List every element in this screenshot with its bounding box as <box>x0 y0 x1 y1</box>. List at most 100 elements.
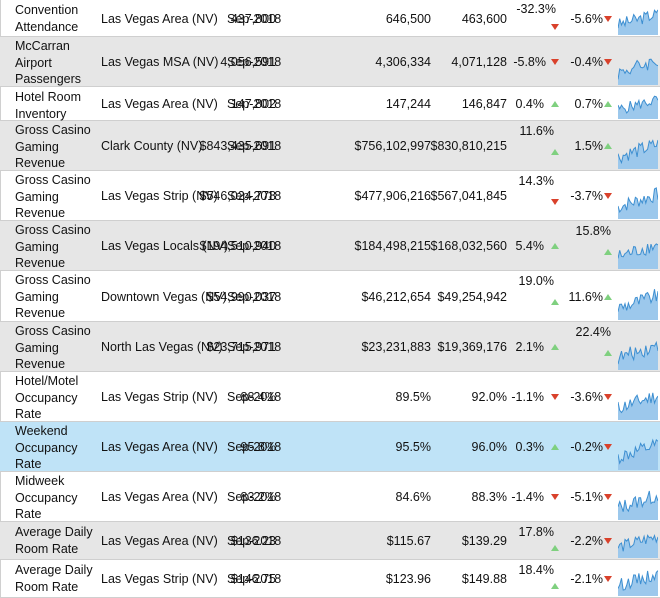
value-2: $123.96 <box>385 572 431 586</box>
table-row[interactable]: Gross Casino Gaming Revenue Las Vegas Str… <box>0 171 660 221</box>
region-name: Las Vegas Area (NV) <box>101 534 218 548</box>
table-row[interactable]: Gross Casino Gaming Revenue Las Vegas Loc… <box>0 221 660 271</box>
change-2: 22.4% <box>575 325 611 339</box>
change-2: -0.2% <box>570 440 603 454</box>
change-1: 0.3% <box>515 440 545 454</box>
value-3: 4,071,128 <box>451 55 507 69</box>
region-name: Las Vegas Locals (NV) <box>101 239 229 253</box>
sparkline-line <box>618 392 658 414</box>
metric-name: Convention Attendance <box>15 3 79 34</box>
metric-name: Gross Casino Gaming Revenue <box>15 173 91 220</box>
value-1: 4,056,591 <box>220 55 276 69</box>
down-arrow-icon <box>604 494 612 500</box>
value-3: $19,369,176 <box>437 340 507 354</box>
period: Sep-2018 <box>227 139 282 153</box>
change-1: -1.1% <box>511 390 544 404</box>
row-selection-bar <box>0 322 8 371</box>
down-arrow-icon <box>604 193 612 199</box>
up-arrow-icon <box>551 344 559 350</box>
down-arrow-icon <box>604 16 612 22</box>
change-1: 11.6% <box>519 124 554 138</box>
down-arrow-icon <box>604 538 612 544</box>
value-2: $184,498,215 <box>354 239 431 253</box>
value-3: 146,847 <box>461 97 507 111</box>
change-2: 0.7% <box>574 97 604 111</box>
change-2: 11.6% <box>568 290 603 304</box>
metric-name: Midweek Occupancy Rate <box>15 474 78 521</box>
period: Sep-2018 <box>227 239 282 253</box>
change-1: 0.4% <box>515 97 545 111</box>
table-row[interactable]: Average Daily Room Rate Las Vegas Area (N… <box>0 522 660 560</box>
sparkline <box>618 438 658 470</box>
up-arrow-icon <box>551 583 559 589</box>
value-1: $146.75 <box>230 572 276 586</box>
row-selection-bar <box>0 221 8 270</box>
sparkline <box>618 490 658 520</box>
sparkline-area <box>618 535 658 558</box>
row-selection-bar <box>0 0 8 36</box>
change-2: -3.7% <box>570 189 603 203</box>
down-arrow-icon <box>551 59 559 65</box>
table-row[interactable]: Gross Casino Gaming Revenue Downtown Vega… <box>0 271 660 322</box>
value-2: 4,306,334 <box>375 55 431 69</box>
change-1: 18.4% <box>518 563 554 577</box>
value-2: $46,212,654 <box>361 290 431 304</box>
sparkline-line <box>618 438 658 465</box>
period: Sep-2018 <box>227 490 282 504</box>
table-row[interactable]: McCarran Airport Passengers Las Vegas MSA… <box>0 37 660 87</box>
metric-name: Hotel/Motel Occupancy Rate <box>15 374 79 421</box>
down-arrow-icon <box>551 24 559 30</box>
table-row[interactable]: Hotel/Motel Occupancy Rate Las Vegas Stri… <box>0 372 660 422</box>
sparkline-line <box>618 570 658 591</box>
sparkline <box>618 139 658 169</box>
row-selection-bar <box>0 271 8 321</box>
period: Sep-2018 <box>227 189 282 203</box>
table-row[interactable]: Average Daily Room Rate Las Vegas Strip (… <box>0 560 660 598</box>
value-1: 147,802 <box>230 97 276 111</box>
change-1: 5.4% <box>515 239 545 253</box>
table-row[interactable]: Gross Casino Gaming Revenue North Las Veg… <box>0 322 660 372</box>
row-selection-bar <box>0 372 8 421</box>
metric-name: Gross Casino Gaming Revenue <box>15 223 91 270</box>
region-name: Las Vegas Area (NV) <box>101 440 218 454</box>
sparkline-line <box>618 95 658 114</box>
sparkline-area <box>618 392 658 420</box>
change-1: 19.0% <box>518 274 554 288</box>
table-row[interactable]: Gross Casino Gaming Revenue Clark County … <box>0 121 660 171</box>
row-selection-bar <box>0 37 8 86</box>
metric-name: Average Daily Room Rate <box>15 563 93 594</box>
period: Sep-2018 <box>227 97 282 111</box>
table-row[interactable]: Weekend Occupancy Rate Las Vegas Area (NV… <box>0 422 660 472</box>
row-selection-bar <box>0 560 8 597</box>
table-row[interactable]: Hotel Room Inventory Las Vegas Area (NV) S… <box>0 87 660 121</box>
change-2: -3.6% <box>570 390 603 404</box>
period: Sep-2018 <box>227 572 282 586</box>
table-row[interactable]: Convention Attendance Las Vegas Area (NV)… <box>0 0 660 37</box>
value-2: $477,906,216 <box>354 189 431 203</box>
sparkline <box>618 392 658 420</box>
table-row[interactable]: Midweek Occupancy Rate Las Vegas Area (NV… <box>0 472 660 522</box>
down-arrow-icon <box>604 576 612 582</box>
region-name: Clark County (NV) <box>101 139 203 153</box>
row-selection-bar <box>0 171 8 220</box>
value-2: $115.67 <box>386 534 431 548</box>
value-1: 95.8% <box>240 440 276 454</box>
sparkline <box>618 289 658 320</box>
sparkline-area <box>618 96 658 119</box>
region-name: Las Vegas MSA (NV) <box>101 55 219 69</box>
value-2: 84.6% <box>395 490 431 504</box>
change-2: 15.8% <box>575 224 611 238</box>
value-3: $149.88 <box>461 572 507 586</box>
up-arrow-icon <box>551 545 559 551</box>
value-1: $54,990,037 <box>206 290 276 304</box>
sparkline-line <box>618 243 658 259</box>
region-name: Las Vegas Strip (NV) <box>101 572 218 586</box>
change-1: 2.1% <box>515 340 545 354</box>
region-name: Las Vegas Area (NV) <box>101 490 218 504</box>
left-edge <box>0 0 1 598</box>
value-1: 437,800 <box>230 12 276 26</box>
up-arrow-icon <box>604 294 612 300</box>
sparkline-area <box>618 491 658 520</box>
change-1: -32.3% <box>516 2 556 16</box>
change-2: 1.5% <box>574 139 604 153</box>
